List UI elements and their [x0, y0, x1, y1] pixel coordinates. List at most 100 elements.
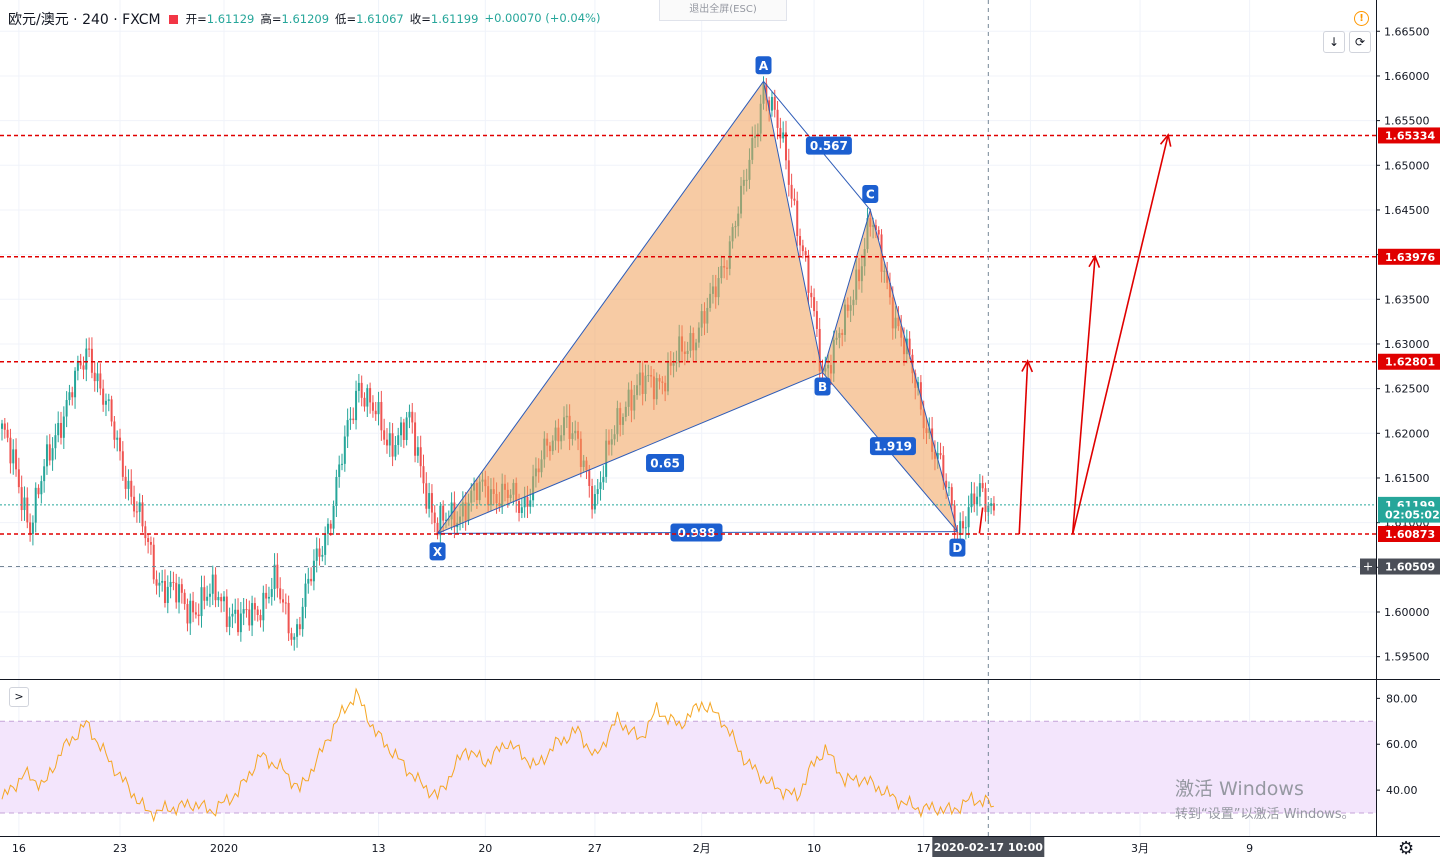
candle-body	[436, 522, 439, 536]
svg-text:B: B	[818, 380, 827, 394]
ratio-label-xb: 0.65	[646, 453, 685, 472]
candle-body	[529, 500, 532, 507]
candle-body	[175, 582, 178, 603]
pattern-bcd-triangle	[821, 208, 958, 532]
candle-body	[523, 496, 526, 508]
candle-body	[518, 501, 521, 513]
candle-body	[178, 584, 181, 603]
candle-body	[124, 476, 127, 489]
candle-body	[964, 527, 967, 529]
candle-body	[355, 390, 358, 421]
candle-body	[588, 470, 591, 486]
candle-body	[6, 429, 9, 438]
exit-fullscreen-button[interactable]: 退出全屏(ESC)	[659, 0, 787, 21]
crosshair-time-label: 2020-02-17 10:00	[934, 841, 1044, 854]
candle-body	[183, 592, 186, 605]
candle-body	[402, 422, 405, 440]
candle-body	[82, 365, 85, 370]
candle-body	[20, 487, 23, 511]
candle-body	[225, 596, 228, 627]
candle-body	[90, 348, 93, 373]
candle-body	[416, 447, 419, 456]
candle-body	[981, 483, 984, 489]
candle-body	[29, 522, 32, 534]
candle-body	[203, 587, 206, 601]
candle-body	[326, 523, 329, 534]
candle-body	[411, 411, 414, 423]
candle-body	[813, 297, 816, 312]
candle-body	[197, 614, 200, 617]
candle-body	[43, 466, 46, 482]
candle-body	[217, 597, 220, 601]
rsi-line	[1, 687, 995, 823]
candle-body	[62, 416, 65, 438]
candle-body	[169, 581, 172, 587]
projection-arrow-line	[1018, 360, 1029, 535]
candle-body	[282, 599, 284, 603]
close-label: 收	[409, 12, 422, 26]
symbol-title[interactable]: 欧元/澳元 · 240 · FXCM	[8, 12, 161, 28]
settings-gear-icon[interactable]: ⚙	[1398, 838, 1415, 859]
candle-body	[3, 423, 6, 430]
candle-body	[428, 493, 431, 509]
download-icon[interactable]: ↓	[1323, 31, 1345, 53]
price-axis-label: 1.63000	[1384, 338, 1430, 351]
candle-body	[400, 422, 403, 436]
candle-body	[776, 109, 779, 128]
candle-body	[950, 487, 953, 506]
alert-icon[interactable]: !	[1354, 11, 1369, 26]
candle-body	[298, 624, 301, 630]
price-tag-label: 02:05:02	[1385, 509, 1440, 522]
candle-body	[450, 502, 453, 520]
candle-body	[141, 502, 144, 527]
candle-body	[237, 609, 240, 633]
market-closed-flag-icon	[168, 14, 178, 24]
time-axis-label: 2020	[210, 842, 238, 855]
candle-body	[439, 505, 442, 536]
candle-body	[149, 542, 152, 545]
price-axis-label: 1.60000	[1384, 606, 1430, 619]
watermark-title: 激活 Windows	[1175, 778, 1304, 800]
svg-text:A: A	[759, 59, 769, 73]
candle-body	[357, 382, 360, 391]
candle-body	[315, 548, 318, 561]
candle-body	[877, 229, 880, 235]
price-tag-box	[1378, 558, 1440, 575]
candle-body	[262, 592, 265, 621]
candle-body	[397, 435, 400, 446]
price-axis-label: 1.65000	[1384, 159, 1430, 172]
candle-body	[807, 255, 810, 293]
candle-body	[953, 505, 956, 533]
candle-body	[200, 587, 203, 617]
change-value: +0.00070 (+0.04%)	[484, 11, 601, 25]
candle-body	[394, 445, 397, 457]
candle-body	[211, 574, 214, 594]
candle-body	[976, 496, 979, 505]
candle-body	[782, 132, 785, 139]
candle-body	[388, 433, 391, 446]
symbol-legend: 欧元/澳元 · 240 · FXCM 开=1.61129 高=1.61209 低…	[8, 9, 600, 29]
snapshot-icon[interactable]: ⟳	[1349, 31, 1371, 53]
candle-body	[265, 592, 268, 599]
price-tag-label: 1.62801	[1385, 356, 1435, 369]
price-tag-label: 1.60873	[1385, 528, 1435, 541]
candle-body	[273, 564, 276, 590]
candle-body	[945, 480, 948, 488]
candle-body	[161, 580, 164, 583]
pattern-label-d: D	[949, 538, 966, 557]
candle-body	[155, 579, 158, 586]
high-label: 高	[260, 12, 272, 26]
price-axis-label: 1.64500	[1384, 204, 1430, 217]
candle-body	[34, 487, 37, 523]
close-value: 1.61199	[430, 12, 479, 26]
projection-arrow-line	[1071, 256, 1096, 535]
candle-body	[37, 487, 40, 495]
rsi-collapse-toggle-icon[interactable]: >	[9, 687, 29, 707]
candle-body	[9, 437, 12, 464]
candle-body	[54, 435, 57, 449]
candle-body	[947, 487, 950, 489]
candle-body	[133, 496, 136, 512]
candle-body	[959, 521, 962, 535]
candle-body	[770, 97, 773, 111]
